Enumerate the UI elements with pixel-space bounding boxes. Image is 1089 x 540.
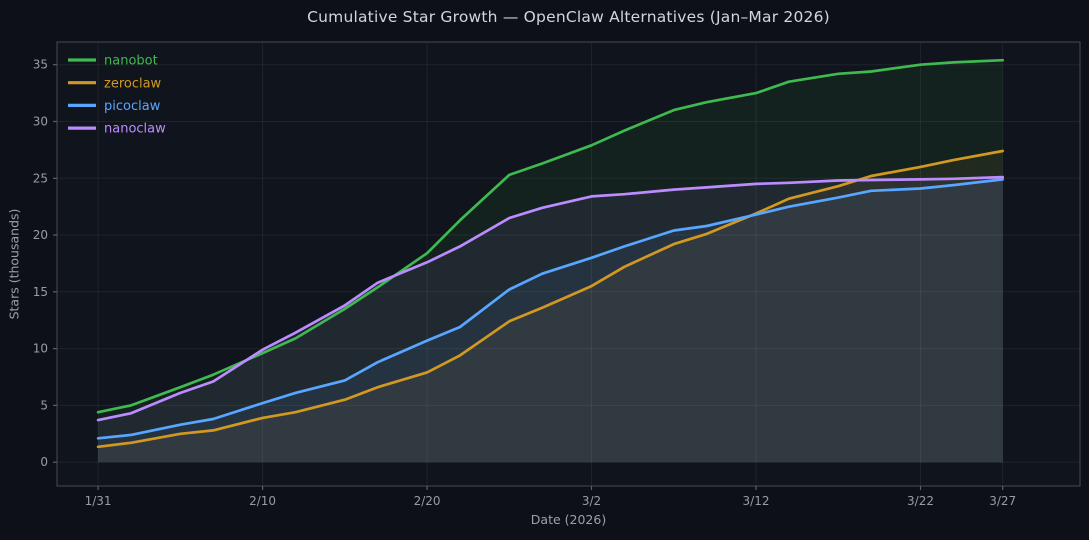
y-tick-label: 15	[33, 285, 48, 299]
series-line-zeroclaw	[96, 149, 1005, 449]
legend-label-nanoclaw: nanoclaw	[104, 122, 166, 137]
x-tick-label: 3/27	[989, 494, 1016, 508]
y-tick-label: 10	[33, 342, 48, 356]
axes-spines	[56, 41, 1081, 487]
series-fill-picoclaw	[98, 179, 1003, 463]
chart-title: Cumulative Star Growth — OpenClaw Altern…	[307, 8, 830, 26]
x-tick-label: 2/10	[249, 494, 276, 508]
y-tick-label: 5	[40, 398, 48, 412]
series-fill-zeroclaw	[98, 151, 1003, 463]
y-axis-label: Stars (thousands)	[6, 208, 22, 320]
y-tick-label: 35	[33, 58, 48, 72]
y-tick-label: 25	[33, 171, 48, 185]
x-tick-label: 3/2	[582, 494, 601, 508]
series-line-picoclaw	[96, 178, 1005, 440]
x-tick-label: 3/12	[743, 494, 770, 508]
x-tick-label: 3/22	[907, 494, 934, 508]
x-tick-label: 1/31	[85, 494, 112, 508]
x-axis-label: Date (2026)	[530, 512, 607, 527]
series-line-nanoclaw	[96, 175, 1005, 422]
legend-label-picoclaw: picoclaw	[104, 99, 161, 114]
series-fill-nanoclaw	[98, 177, 1003, 463]
y-tick-label: 20	[33, 228, 48, 242]
y-tick-label: 0	[40, 455, 48, 469]
legend-label-zeroclaw: zeroclaw	[104, 76, 162, 91]
legend-label-nanobot: nanobot	[104, 54, 158, 69]
x-tick-label: 2/20	[414, 494, 441, 508]
y-tick-label: 30	[33, 115, 48, 129]
series-fill-nanobot	[98, 60, 1003, 463]
